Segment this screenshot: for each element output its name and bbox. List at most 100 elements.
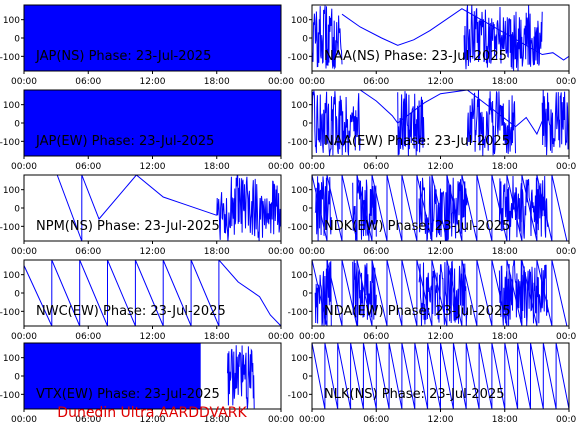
y-tick-label: 100: [3, 101, 20, 111]
x-tick-label: 12:00: [428, 77, 454, 87]
footer-credit: Dunedin Ultra AARDDVARK: [57, 405, 247, 421]
plot-area: [312, 90, 569, 156]
phase-panel: 100 0 -100 00:00 06:00 12:00 18:00 00:00 NPM(NS)…: [0, 174, 294, 257]
phase-noise-band: [24, 5, 281, 71]
x-tick-label: 00:00: [11, 415, 37, 425]
x-tick-label: 00:00: [556, 77, 576, 87]
y-tick-label: 0: [302, 120, 308, 130]
y-tick-label: 0: [14, 290, 20, 300]
phase-noise-trace: [314, 176, 332, 241]
y-tick-label: -100: [288, 53, 309, 63]
phase-trace: [312, 260, 568, 326]
x-tick-label: 06:00: [363, 162, 389, 172]
x-tick-label: 00:00: [299, 332, 325, 342]
x-tick-label: 06:00: [75, 162, 101, 172]
plot-area: [312, 175, 568, 241]
phase-noise-trace: [498, 175, 549, 241]
x-tick-label: 00:00: [268, 162, 294, 172]
phase-panel: 100 0 -100 00:00 06:00 12:00 18:00 00:00 NDA(EW)…: [288, 259, 576, 342]
x-tick-label: 06:00: [75, 332, 101, 342]
y-tick-label: 0: [14, 205, 20, 215]
phase-noise-trace: [463, 5, 543, 71]
plot-area: [24, 343, 255, 409]
y-tick-label: 100: [291, 186, 308, 196]
phase-panel: 100 0 -100 00:00 06:00 12:00 18:00 00:00 VTX(EW)…: [0, 342, 294, 425]
x-tick-label: 18:00: [492, 162, 518, 172]
x-tick-label: 06:00: [363, 415, 389, 425]
x-tick-label: 06:00: [75, 415, 101, 425]
y-tick-label: -100: [0, 223, 20, 233]
x-tick-label: 18:00: [204, 332, 230, 342]
x-tick-label: 12:00: [140, 415, 166, 425]
phase-panel: 100 0 -100 00:00 06:00 12:00 18:00 00:00 NAA(NS)…: [288, 4, 576, 87]
y-tick-label: 0: [14, 373, 20, 383]
plot-area: [24, 90, 281, 156]
phase-noise-trace: [314, 260, 332, 326]
panel-title: JAP(NS) Phase: 23-Jul-2025: [35, 49, 211, 64]
x-tick-label: 06:00: [363, 332, 389, 342]
x-tick-label: 12:00: [428, 415, 454, 425]
x-tick-label: 12:00: [428, 247, 454, 257]
phase-trace: [312, 343, 569, 409]
x-tick-label: 18:00: [204, 247, 230, 257]
phase-noise-trace: [498, 260, 549, 326]
phase-noise-trace: [216, 175, 281, 241]
x-tick-label: 18:00: [492, 332, 518, 342]
x-tick-label: 00:00: [11, 247, 37, 257]
phase-noise-trace: [466, 90, 516, 156]
y-tick-label: 0: [302, 373, 308, 383]
y-tick-label: 100: [3, 271, 20, 281]
panel-title: NWC(EW) Phase: 23-Jul-2025: [36, 304, 226, 319]
x-tick-label: 00:00: [11, 162, 37, 172]
x-tick-label: 18:00: [492, 415, 518, 425]
x-tick-label: 06:00: [363, 77, 389, 87]
y-tick-label: 0: [302, 290, 308, 300]
y-tick-label: -100: [288, 138, 309, 148]
phase-trace: [277, 100, 281, 149]
y-tick-label: -100: [0, 391, 20, 401]
phase-panel: 100 0 -100 00:00 06:00 12:00 18:00 00:00 JAP(EW)…: [0, 89, 294, 172]
y-tick-label: -100: [0, 138, 20, 148]
phase-noise-trace: [397, 91, 425, 156]
x-tick-label: 06:00: [75, 247, 101, 257]
phase-trace: [24, 260, 281, 326]
plot-area: [312, 5, 569, 71]
x-tick-label: 00:00: [11, 332, 37, 342]
y-tick-label: 100: [291, 101, 308, 111]
y-tick-label: 100: [291, 271, 308, 281]
x-tick-label: 00:00: [556, 162, 576, 172]
y-tick-label: -100: [288, 223, 309, 233]
x-tick-label: 06:00: [363, 247, 389, 257]
x-tick-label: 00:00: [299, 415, 325, 425]
phase-noise-trace: [312, 5, 343, 70]
y-tick-label: 100: [3, 16, 20, 26]
phase-trace: [359, 90, 543, 136]
x-tick-label: 00:00: [299, 77, 325, 87]
phase-noise-band: [24, 90, 281, 156]
x-tick-label: 06:00: [75, 77, 101, 87]
y-tick-label: -100: [0, 308, 20, 318]
panel-title: NDK(EW) Phase: 23-Jul-2025: [324, 219, 510, 234]
y-tick-label: 100: [3, 186, 20, 196]
phase-noise-trace: [312, 90, 361, 156]
y-tick-label: 100: [3, 354, 20, 364]
phase-trace: [341, 8, 569, 61]
phase-panel: 100 0 -100 00:00 06:00 12:00 18:00 00:00 NAA(EW)…: [288, 89, 576, 172]
phase-trace: [277, 15, 281, 62]
phase-panel: 100 0 -100 00:00 06:00 12:00 18:00 00:00 JAP(NS)…: [0, 4, 294, 87]
panel-title: JAP(EW) Phase: 23-Jul-2025: [35, 134, 214, 149]
phase-noise-band: [24, 343, 201, 409]
x-tick-label: 18:00: [492, 247, 518, 257]
x-tick-label: 12:00: [140, 162, 166, 172]
y-tick-label: -100: [0, 53, 20, 63]
phase-trace: [56, 175, 217, 241]
panel-title: NPM(NS) Phase: 23-Jul-2025: [36, 219, 220, 234]
x-tick-label: 00:00: [268, 415, 294, 425]
phase-noise-trace: [227, 345, 255, 409]
y-tick-label: -100: [288, 308, 309, 318]
phase-noise-trace: [541, 90, 569, 156]
x-tick-label: 12:00: [428, 162, 454, 172]
x-tick-label: 00:00: [299, 162, 325, 172]
phase-panel: 100 0 -100 00:00 06:00 12:00 18:00 00:00 NLK(NS)…: [288, 342, 576, 425]
